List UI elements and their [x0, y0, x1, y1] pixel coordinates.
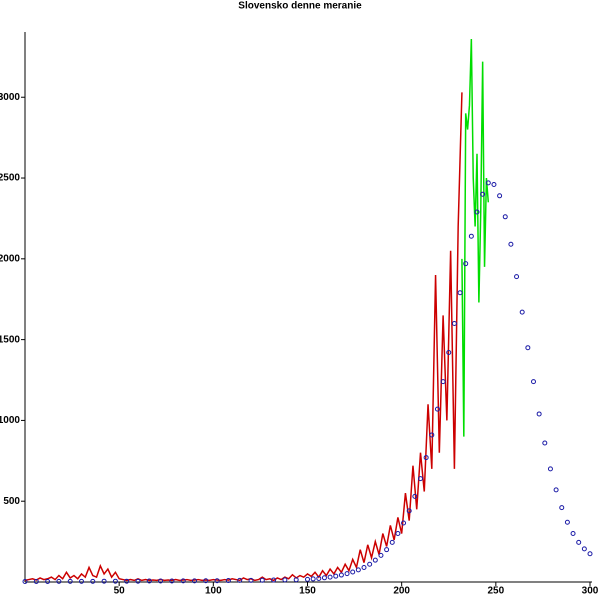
- model-point: [45, 579, 51, 585]
- x-tick-label: 300: [582, 586, 599, 597]
- model-point: [514, 274, 520, 280]
- model-point: [361, 564, 367, 570]
- model-point: [350, 569, 356, 575]
- model-point: [355, 567, 361, 573]
- x-tick-label: 50: [114, 586, 126, 597]
- model-point: [485, 180, 491, 186]
- x-tick-label: 150: [299, 586, 316, 597]
- model-point: [519, 309, 525, 315]
- model-point: [327, 574, 333, 580]
- model-point: [305, 576, 310, 582]
- chart-title: Slovensko denne meranie: [238, 1, 362, 12]
- model-point: [101, 578, 107, 584]
- model-point: [203, 578, 209, 584]
- model-point: [310, 576, 316, 582]
- x-tick-label: 250: [487, 586, 504, 597]
- model-point: [180, 578, 186, 584]
- model-point: [463, 261, 469, 267]
- model-point: [434, 406, 440, 412]
- model-point: [214, 578, 220, 584]
- model-point: [389, 539, 395, 545]
- x-tick-label: 100: [205, 586, 222, 597]
- model-point: [135, 578, 141, 584]
- model-point: [581, 546, 587, 552]
- data-line: [24, 92, 463, 582]
- y-tick-label: 1000: [0, 415, 20, 426]
- model-point: [338, 572, 344, 578]
- model-point: [474, 209, 480, 215]
- model-point: [22, 579, 28, 585]
- model-point: [497, 193, 503, 199]
- model-point: [423, 455, 429, 461]
- model-point: [508, 241, 514, 247]
- model-point: [406, 508, 412, 514]
- model-point: [401, 520, 407, 526]
- model-point: [429, 432, 435, 438]
- model-point: [56, 578, 62, 584]
- model-point: [33, 579, 39, 585]
- model-point: [440, 379, 446, 385]
- model-point: [451, 320, 457, 326]
- model-point: [316, 575, 322, 581]
- model-point: [146, 578, 152, 584]
- y-tick-label: 1500: [0, 334, 20, 345]
- model-point: [321, 575, 327, 581]
- model-point: [282, 577, 288, 583]
- model-point: [457, 290, 463, 296]
- model-point: [192, 578, 197, 584]
- model-point: [553, 487, 559, 493]
- model-point: [333, 573, 339, 579]
- model-point: [259, 577, 265, 583]
- model-point: [124, 578, 130, 584]
- model-point: [225, 578, 231, 584]
- model-point: [570, 531, 576, 537]
- model-point: [293, 577, 299, 583]
- model-point: [468, 233, 474, 239]
- model-point: [344, 571, 350, 577]
- model-point: [547, 466, 553, 472]
- model-point: [271, 577, 277, 583]
- model-point: [480, 191, 486, 197]
- model-point: [418, 476, 423, 482]
- model-point: [158, 578, 164, 584]
- model-point: [531, 379, 536, 385]
- x-tick-label: 200: [393, 586, 410, 597]
- model-point: [169, 578, 175, 584]
- model-point: [112, 578, 118, 584]
- model-point: [525, 345, 531, 351]
- model-point: [372, 557, 378, 563]
- model-point: [564, 519, 570, 525]
- model-point: [384, 547, 390, 553]
- model-point: [559, 505, 565, 511]
- model-point: [412, 493, 418, 499]
- model-point: [67, 578, 73, 584]
- model-point: [502, 214, 508, 220]
- model-point: [587, 551, 593, 557]
- model-point: [446, 350, 452, 356]
- data-line: [461, 39, 490, 437]
- y-tick-label: 2500: [0, 173, 20, 184]
- model-point: [491, 181, 497, 187]
- model-point: [248, 577, 254, 583]
- model-point: [395, 531, 401, 537]
- model-point: [237, 577, 243, 583]
- y-tick-label: 500: [3, 496, 20, 507]
- y-tick-label: 2000: [0, 253, 20, 264]
- model-point: [367, 561, 373, 567]
- model-point: [576, 539, 582, 545]
- y-tick-label: 3000: [0, 92, 20, 103]
- model-point: [542, 440, 548, 446]
- model-point: [536, 411, 542, 417]
- model-point: [378, 552, 384, 558]
- model-point: [79, 578, 84, 584]
- model-point: [90, 578, 96, 584]
